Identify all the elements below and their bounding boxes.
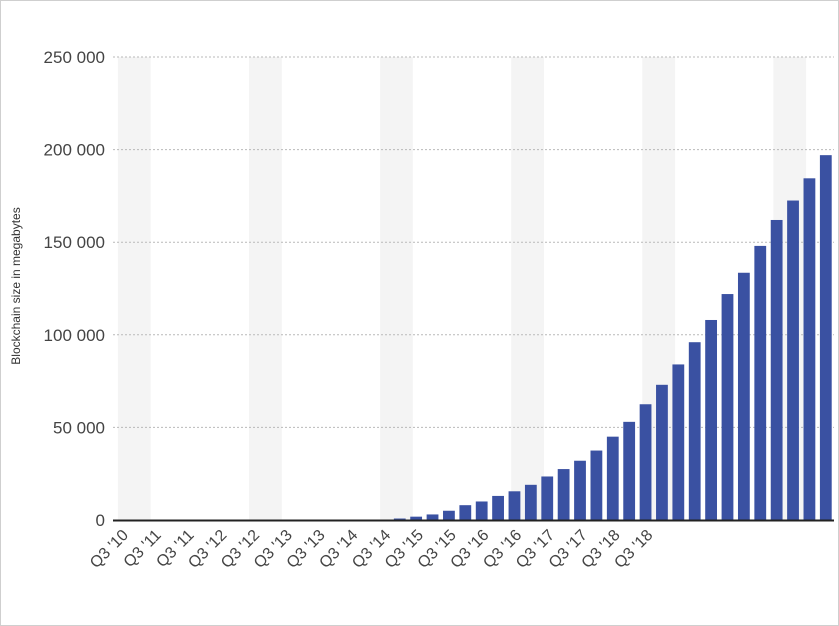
bar <box>557 469 570 520</box>
bar <box>410 516 423 520</box>
bar <box>688 342 701 520</box>
bar <box>606 436 619 520</box>
y-tick-label: 100 000 <box>44 326 105 345</box>
bar <box>672 364 685 520</box>
bar <box>492 495 504 520</box>
bar <box>803 178 816 520</box>
background-band <box>511 57 544 520</box>
bar <box>737 272 750 520</box>
bar <box>754 245 767 521</box>
background-band <box>249 57 282 520</box>
bar <box>393 518 406 520</box>
bar <box>590 450 603 520</box>
bar <box>639 404 652 520</box>
y-tick-label: 200 000 <box>44 141 105 160</box>
background-band <box>117 57 151 520</box>
bar <box>541 476 554 520</box>
bar <box>459 505 472 520</box>
bar <box>819 155 832 520</box>
bar <box>787 200 799 520</box>
bar <box>656 384 668 520</box>
bar <box>524 484 537 520</box>
bar <box>443 510 455 520</box>
background-band <box>380 57 413 520</box>
bar <box>705 319 718 520</box>
bar <box>623 421 636 520</box>
y-tick-label: 150 000 <box>44 233 105 252</box>
bar <box>721 294 734 520</box>
y-tick-label: 250 000 <box>44 48 105 67</box>
bar <box>426 514 439 520</box>
y-tick-label: 0 <box>96 511 105 530</box>
bar <box>508 491 521 520</box>
y-tick-label: 50 000 <box>53 418 105 437</box>
bar <box>574 460 586 520</box>
y-axis-label: Blockchain size in megabytes <box>9 207 23 365</box>
bar <box>475 501 488 520</box>
bar <box>770 219 783 520</box>
y-axis-label-wrap: Blockchain size in megabytes <box>5 151 27 421</box>
